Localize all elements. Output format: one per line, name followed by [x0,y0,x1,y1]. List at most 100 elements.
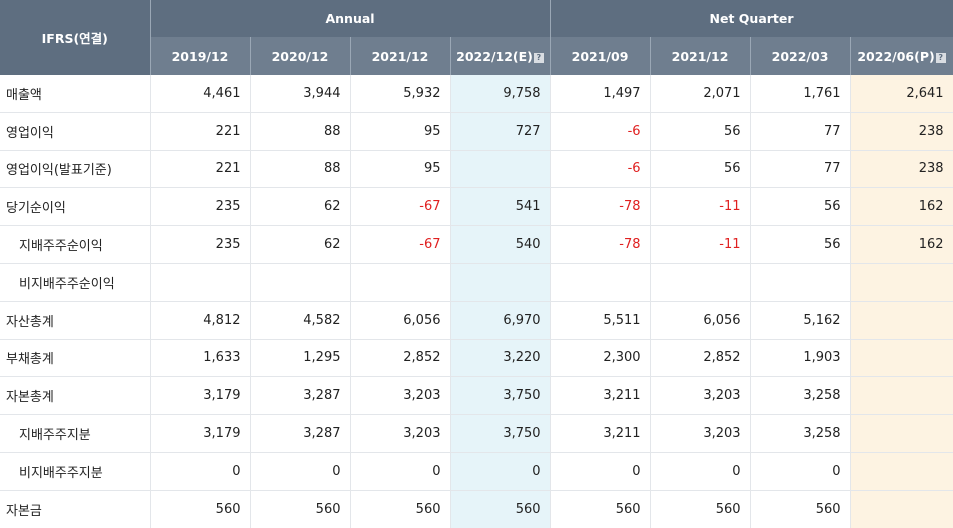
table-cell: 9,758 [450,75,551,113]
table-cell [550,263,651,302]
table-cell: 5,932 [350,75,451,113]
table-cell: 2,852 [350,339,451,378]
table-cell: 560 [350,490,451,528]
table-cell: -67 [350,225,451,264]
table-row: 지배주주지분 3,179 3,287 3,203 3,750 3,211 3,203 3,25… [0,414,953,453]
table-cell: 0 [550,452,651,491]
table-cell: 95 [350,150,451,189]
annual-header: Annual [150,0,551,37]
table-cell: 221 [150,150,251,189]
table-cell: 162 [850,225,953,264]
table-cell: 5,162 [750,301,851,340]
table-cell: -78 [550,225,651,264]
table-cell: 56 [750,225,851,264]
row-label: 비지배주주지분 [0,452,151,491]
table-cell [850,414,953,453]
table-cell [850,376,953,416]
row-label: 영업이익 [0,112,151,151]
table-cell: 540 [450,225,551,264]
table-cell: 560 [650,490,751,528]
table-cell: 95 [350,112,451,151]
table-cell: 3,179 [150,376,251,416]
row-label: 당기순이익 [0,187,151,227]
ifrs-header: IFRS(연결) [0,0,151,75]
table-cell: 77 [750,150,851,189]
table-cell: 2,852 [650,339,751,378]
table-cell: 88 [250,112,351,151]
table-cell: 0 [150,452,251,491]
table-cell: 4,461 [150,75,251,113]
row-label: 지배주주지분 [0,414,151,453]
table-cell: -11 [650,225,751,264]
table-cell: 0 [650,452,751,491]
table-row: 자본금 560 560 560 560 560 560 560 [0,490,953,528]
table-cell: 727 [450,112,551,151]
table-row: 지배주주순이익 235 62 -67 540 -78 -11 56 162 [0,225,953,264]
table-cell: 3,179 [150,414,251,453]
table-cell: 1,497 [550,75,651,113]
table-cell [250,263,351,302]
table-cell [350,263,451,302]
table-cell: 2,300 [550,339,651,378]
table-cell: 3,258 [750,376,851,416]
table-cell: 3,750 [450,376,551,416]
table-cell: -6 [550,112,651,151]
table-cell: 56 [650,112,751,151]
period-header: 2021/12 [650,37,751,75]
period-header-estimate: 2022/12(E)? [450,37,551,75]
table-cell: 2,641 [850,75,953,113]
period-header: 2019/12 [150,37,251,75]
table-cell: 560 [750,490,851,528]
table-cell: 62 [250,225,351,264]
table-cell: 6,056 [350,301,451,340]
table-row: 영업이익 221 88 95 727 -6 56 77 238 [0,112,953,151]
row-label: 지배주주순이익 [0,225,151,264]
table-cell: 3,203 [650,376,751,416]
table-cell: 3,211 [550,414,651,453]
table-cell: 3,203 [350,414,451,453]
table-cell: 3,203 [350,376,451,416]
table-cell: 560 [250,490,351,528]
table-cell: 1,633 [150,339,251,378]
table-cell: 541 [450,187,551,227]
net-quarter-header: Net Quarter [550,0,953,37]
table-row: 비지배주주순이익 [0,263,953,302]
table-cell: 1,903 [750,339,851,378]
table-cell [850,452,953,491]
table-cell [650,263,751,302]
row-label: 비지배주주순이익 [0,263,151,302]
table-cell: 162 [850,187,953,227]
table-cell: -11 [650,187,751,227]
table-cell [850,301,953,340]
period-header: 2021/12 [350,37,451,75]
table-cell: 3,203 [650,414,751,453]
table-row: 당기순이익 235 62 -67 541 -78 -11 56 162 [0,187,953,227]
period-header: 2020/12 [250,37,351,75]
period-header-preliminary: 2022/06(P)? [850,37,953,75]
table-cell: 0 [450,452,551,491]
help-icon[interactable]: ? [533,52,544,63]
period-header: 2022/03 [750,37,851,75]
table-cell: 56 [750,187,851,227]
table-cell: 2,071 [650,75,751,113]
table-row: 영업이익(발표기준) 221 88 95 -6 56 77 238 [0,150,953,189]
table-row: 자산총계 4,812 4,582 6,056 6,970 5,511 6,056 5,162 [0,301,953,340]
table-cell: 1,295 [250,339,351,378]
help-icon[interactable]: ? [935,52,946,63]
table-row: 자본총계 3,179 3,287 3,203 3,750 3,211 3,203 3,258 [0,376,953,416]
table-cell: 5,511 [550,301,651,340]
table-cell [750,263,851,302]
table-cell: 560 [550,490,651,528]
table-cell [150,263,251,302]
table-cell: 3,287 [250,414,351,453]
row-label: 영업이익(발표기준) [0,150,151,189]
table-cell: 6,970 [450,301,551,340]
table-cell: 0 [750,452,851,491]
table-cell: 238 [850,112,953,151]
table-cell: 56 [650,150,751,189]
table-cell: 3,750 [450,414,551,453]
table-cell [850,339,953,378]
table-cell [450,263,551,302]
table-cell: -67 [350,187,451,227]
